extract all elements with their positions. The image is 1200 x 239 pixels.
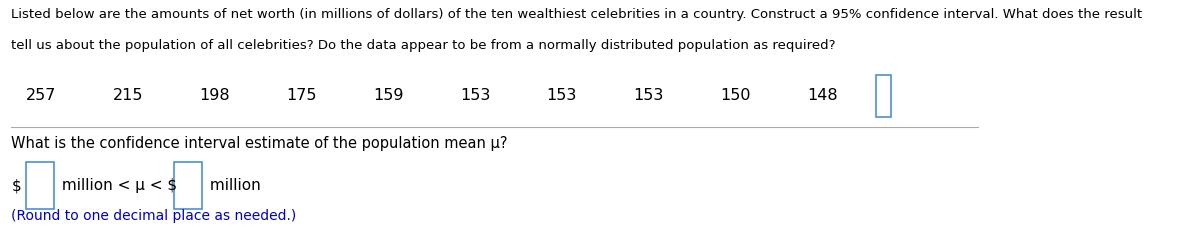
Text: 159: 159 xyxy=(373,88,403,103)
Text: (Round to one decimal place as needed.): (Round to one decimal place as needed.) xyxy=(11,209,296,223)
Text: 150: 150 xyxy=(720,88,751,103)
Text: 215: 215 xyxy=(113,88,143,103)
Text: 153: 153 xyxy=(460,88,491,103)
Text: tell us about the population of all celebrities? Do the data appear to be from a: tell us about the population of all cele… xyxy=(11,39,835,52)
Text: 198: 198 xyxy=(199,88,230,103)
Text: 257: 257 xyxy=(25,88,56,103)
Text: What is the confidence interval estimate of the population mean μ?: What is the confidence interval estimate… xyxy=(11,136,508,151)
Text: 175: 175 xyxy=(286,88,317,103)
Text: 148: 148 xyxy=(808,88,838,103)
Text: million < μ < $: million < μ < $ xyxy=(56,178,176,193)
Text: 153: 153 xyxy=(547,88,577,103)
Text: $: $ xyxy=(11,178,22,193)
Text: 153: 153 xyxy=(634,88,664,103)
Text: million: million xyxy=(205,178,260,193)
Text: Listed below are the amounts of net worth (in millions of dollars) of the ten we: Listed below are the amounts of net wort… xyxy=(11,8,1142,22)
